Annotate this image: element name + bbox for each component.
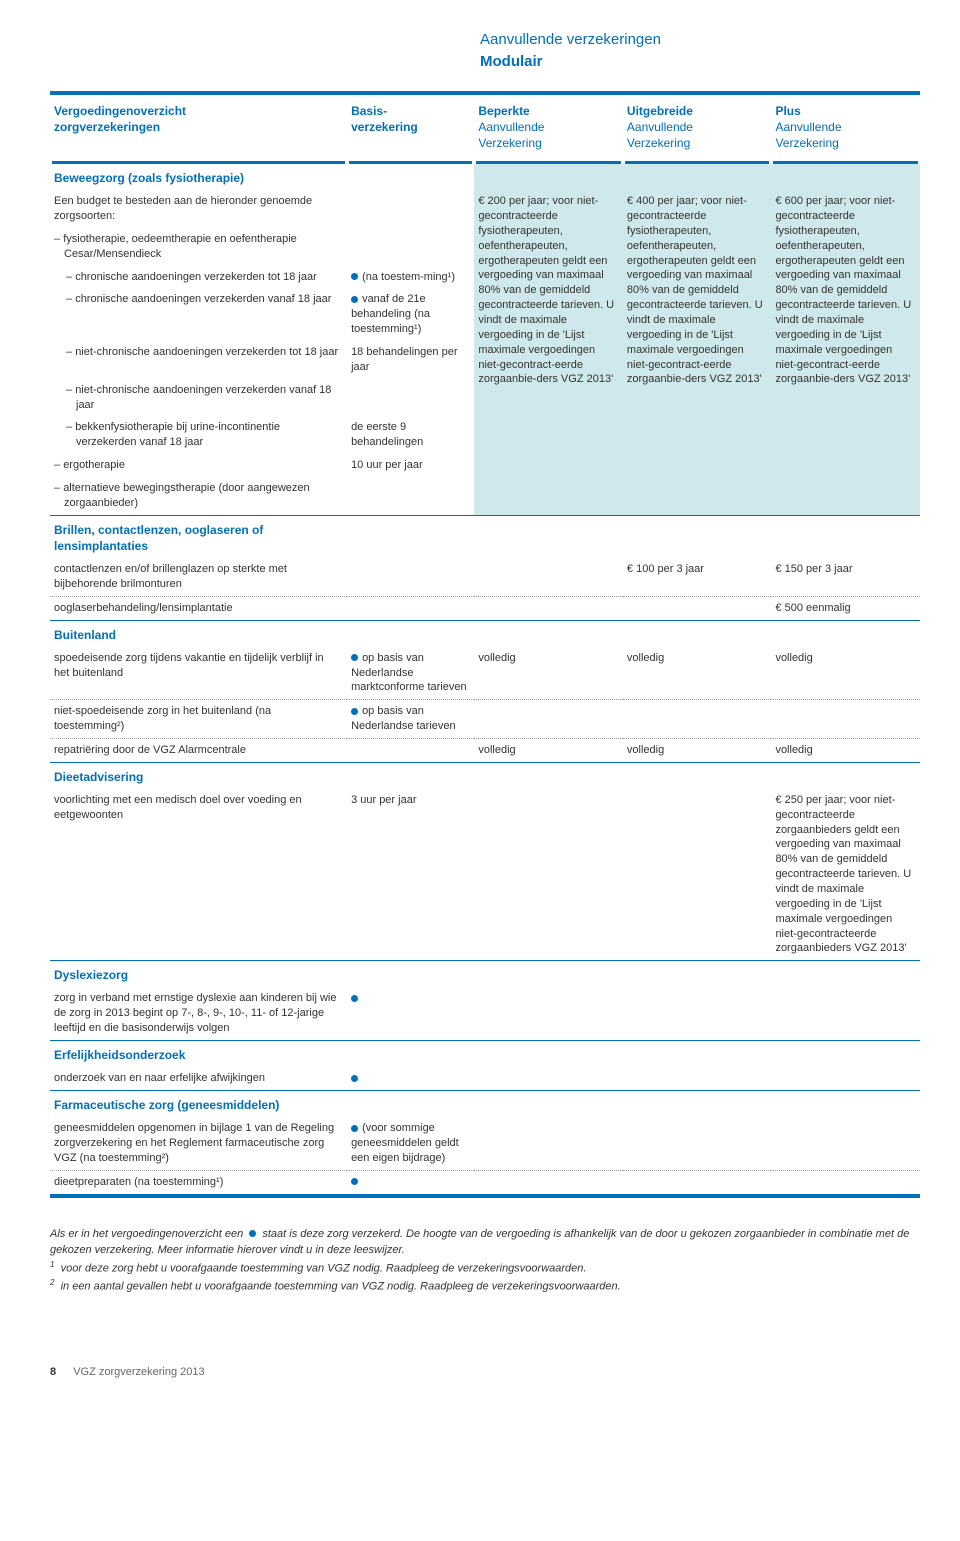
row-nietspoed: niet-spoedeisende zorg in het buitenland…: [50, 700, 920, 739]
row-voorlichting: voorlichting met een medisch doel over v…: [50, 789, 920, 961]
coverage-table: Vergoedingenoverzichtzorgverzekeringen B…: [50, 91, 920, 1198]
row-spoed: spoedeisende zorg tijdens vakantie en ti…: [50, 647, 920, 700]
page-footer: 8 VGZ zorgverzekering 2013: [50, 1365, 920, 1380]
col-label-0: Vergoedingenoverzichtzorgverzekeringen: [50, 95, 347, 162]
dot-icon: [351, 1072, 362, 1084]
title: Modulair: [480, 52, 920, 72]
cell-e400: € 400 per jaar; voor niet-gecontracteerd…: [623, 190, 772, 477]
section-brillen: Brillen, contactlenzen, ooglaseren of le…: [50, 515, 920, 558]
pretitle: Aanvullende verzekeringen: [480, 30, 920, 50]
dot-icon: [351, 1176, 362, 1188]
row-altbew: – alternatieve bewegingstherapie (door a…: [50, 477, 920, 515]
row-dieetprep: dieetpreparaten (na toestemming¹): [50, 1170, 920, 1195]
col-label-4: PlusAanvullendeVerzekering: [771, 95, 920, 162]
dot-icon: [351, 1122, 362, 1134]
section-dieet: Dieetadvisering: [50, 762, 920, 789]
footnote-1: 1 voor deze zorg hebt u voorafgaande toe…: [50, 1259, 920, 1277]
row-contactlenzen: contactlenzen en/of brillenglazen op ste…: [50, 558, 920, 596]
footnote-main: Als er in het vergoedingenoverzicht een …: [50, 1226, 920, 1259]
dot-icon: [351, 293, 362, 305]
page-header: Aanvullende verzekeringen Modulair: [50, 30, 920, 73]
row-repat: repatriëring door de VGZ Alarmcentrale v…: [50, 738, 920, 762]
cell-e200: € 200 per jaar; voor niet-gecontracteerd…: [474, 190, 623, 477]
col-label-1: Basis-verzekering: [347, 95, 474, 162]
section-beweegzorg: Beweegzorg (zoals fysiotherapie): [50, 164, 920, 190]
row-ooglaser: ooglaserbehandeling/lensimplantatie € 50…: [50, 596, 920, 620]
dot-icon: [351, 271, 362, 283]
col-label-3: UitgebreideAanvullendeVerzekering: [623, 95, 772, 162]
section-buitenland: Buitenland: [50, 620, 920, 647]
doc-title: VGZ zorgverzekering 2013: [73, 1366, 204, 1378]
column-headers: Vergoedingenoverzichtzorgverzekeringen B…: [50, 95, 920, 162]
dot-icon: [351, 992, 362, 1004]
row-erfelijk: onderzoek van en naar erfelijke afwijkin…: [50, 1067, 920, 1090]
dot-icon: [351, 705, 362, 717]
footnotes: Als er in het vergoedingenoverzicht een …: [50, 1226, 920, 1295]
cell-e600: € 600 per jaar; voor niet-gecontracteerd…: [771, 190, 920, 477]
col-label-2: BeperkteAanvullendeVerzekering: [474, 95, 623, 162]
section-dyslexie: Dyslexiezorg: [50, 961, 920, 988]
dot-icon: [246, 1228, 259, 1240]
dot-icon: [351, 652, 362, 664]
section-farma: Farmaceutische zorg (geneesmiddelen): [50, 1090, 920, 1117]
row-dyslexie: zorg in verband met ernstige dyslexie aa…: [50, 987, 920, 1040]
row-farma: geneesmiddelen opgenomen in bijlage 1 va…: [50, 1117, 920, 1170]
footnote-2: 2 in een aantal gevallen hebt u voorafga…: [50, 1277, 920, 1295]
row-budget-intro: Een budget te besteden aan de hieronder …: [50, 190, 920, 228]
section-erfelijk: Erfelijkheidsonderzoek: [50, 1040, 920, 1067]
page-number: 8: [50, 1366, 56, 1378]
